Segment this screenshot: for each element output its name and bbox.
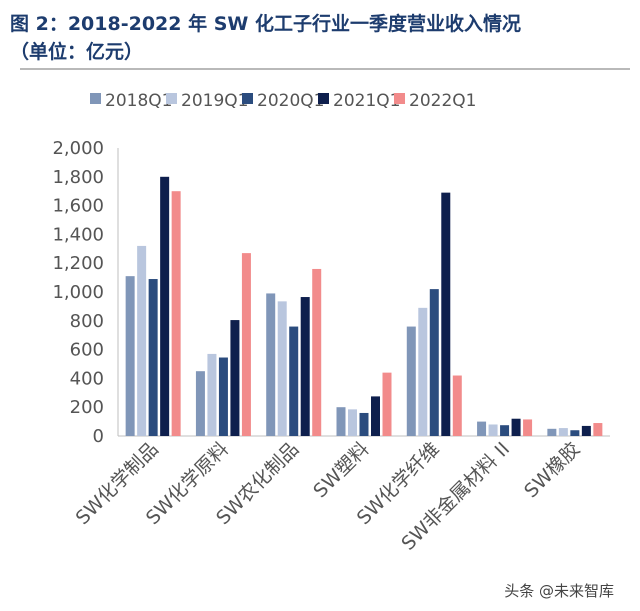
bar xyxy=(336,407,346,436)
bar xyxy=(160,176,170,437)
bar xyxy=(418,307,428,436)
chart-title: 图 2：2018-2022 年 SW 化工子行业一季度营业收入情况 （单位：亿元… xyxy=(10,10,630,66)
bar xyxy=(359,412,369,436)
bar xyxy=(441,192,451,436)
y-tick-label: 800 xyxy=(70,311,104,332)
bar xyxy=(523,419,533,436)
bar xyxy=(570,430,580,436)
bar xyxy=(581,425,591,436)
y-tick-label: 2,000 xyxy=(52,138,104,159)
y-tick-label: 1,200 xyxy=(52,253,104,274)
legend-swatch xyxy=(318,93,329,104)
y-tick-label: 0 xyxy=(93,426,104,447)
x-category-label: SW塑料 xyxy=(309,438,373,502)
legend-label: 2018Q1 xyxy=(105,91,172,111)
y-tick-label: 1,600 xyxy=(52,196,104,217)
bar xyxy=(300,297,310,436)
bar xyxy=(477,421,487,436)
legend-swatch xyxy=(242,93,253,104)
y-tick-label: 200 xyxy=(70,397,104,418)
legend-swatch xyxy=(394,93,405,104)
y-tick-label: 1,400 xyxy=(52,224,104,245)
bar xyxy=(593,423,603,436)
bar xyxy=(125,276,135,436)
bar xyxy=(241,253,251,436)
bar xyxy=(171,191,181,436)
title-line-2: （单位：亿元） xyxy=(10,41,144,63)
bar xyxy=(312,268,322,436)
bar xyxy=(558,428,568,436)
legend-swatch xyxy=(90,93,101,104)
bar xyxy=(218,357,228,436)
bar xyxy=(452,375,462,436)
bar xyxy=(137,245,147,436)
bar xyxy=(230,320,240,436)
title-divider xyxy=(20,68,630,70)
bar xyxy=(207,353,217,436)
bar xyxy=(348,409,357,436)
bar xyxy=(382,372,392,436)
bar xyxy=(148,279,158,436)
watermark: 头条 @未来智库 xyxy=(504,582,614,600)
bar xyxy=(429,289,439,436)
y-tick-label: 1,800 xyxy=(52,167,104,188)
bar xyxy=(289,326,299,436)
bar xyxy=(547,428,557,436)
bar xyxy=(371,396,380,436)
legend-swatch xyxy=(166,93,177,104)
legend-label: 2022Q1 xyxy=(409,91,476,111)
title-line-1: 图 2：2018-2022 年 SW 化工子行业一季度营业收入情况 xyxy=(10,13,521,35)
bar xyxy=(406,326,416,436)
y-tick-label: 1,000 xyxy=(52,282,104,303)
legend-label: 2019Q1 xyxy=(181,91,248,111)
legend-label: 2020Q1 xyxy=(257,91,324,111)
y-tick-label: 600 xyxy=(70,340,104,361)
bar xyxy=(195,371,205,436)
bar xyxy=(488,424,498,436)
bar xyxy=(511,418,521,436)
legend-label: 2021Q1 xyxy=(333,91,400,111)
x-category-label: SW橡胶 xyxy=(520,438,584,502)
bar xyxy=(266,293,276,436)
bar xyxy=(500,425,510,436)
bar xyxy=(277,301,287,436)
y-tick-label: 400 xyxy=(70,368,104,389)
